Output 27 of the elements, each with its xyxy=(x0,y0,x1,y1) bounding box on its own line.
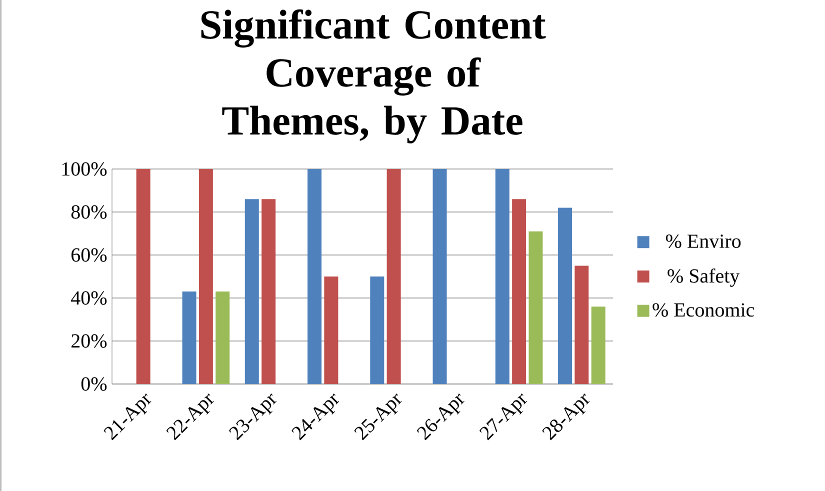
legend-label: % Economic xyxy=(652,303,754,317)
bar xyxy=(216,292,230,384)
bar xyxy=(262,199,276,384)
y-tick-label: 80% xyxy=(71,205,107,219)
bar xyxy=(136,168,150,384)
bar xyxy=(574,266,589,384)
y-tick-label: 60% xyxy=(71,248,107,262)
y-tick-label: 40% xyxy=(71,291,107,305)
bar xyxy=(308,168,322,384)
bar xyxy=(386,168,401,384)
legend-label: % Safety xyxy=(668,268,740,287)
chart-title: Significant Content Coverage of Themes, by Date xyxy=(201,9,546,144)
legend-label: % Enviro xyxy=(666,234,741,248)
y-tick-label: 20% xyxy=(72,334,107,348)
bar xyxy=(528,231,543,384)
bar xyxy=(244,199,259,384)
bar xyxy=(432,168,447,384)
y-tick-label: 0% xyxy=(81,377,107,391)
bar xyxy=(495,168,510,384)
bar xyxy=(370,276,384,384)
bar xyxy=(198,168,213,384)
bar xyxy=(591,306,606,384)
bar xyxy=(182,292,196,384)
y-tick-label: 100% xyxy=(62,162,107,176)
bar xyxy=(324,276,338,384)
bar xyxy=(512,199,526,384)
bar xyxy=(558,208,572,384)
